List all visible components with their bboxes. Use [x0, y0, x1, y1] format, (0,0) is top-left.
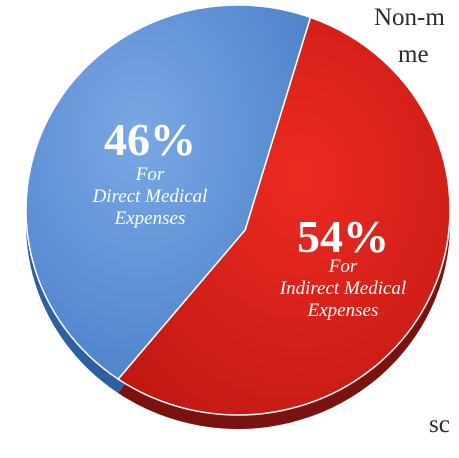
pie-slice-direct — [25, 4, 312, 381]
slice-percent-indirect: 54% — [297, 211, 389, 262]
page-text-line-3: sc — [429, 411, 450, 438]
slice-caption-direct-line-1: For — [135, 164, 165, 185]
pie-slice-indirect — [117, 16, 451, 416]
page-text-line-2: me — [398, 41, 429, 68]
slice-caption-indirect-line-1: For — [328, 256, 358, 277]
slice-caption-indirect-line-3: Expenses — [307, 300, 379, 321]
slice-percent-direct: 46% — [104, 114, 196, 165]
slice-caption-direct-line-3: Expenses — [114, 208, 186, 229]
slice-label-direct: 46% For Direct Medical Expenses — [92, 114, 208, 229]
slice-caption-direct-line-2: Direct Medical — [92, 186, 208, 207]
pie-slices — [25, 4, 451, 416]
page-text-line-1: Non-m — [374, 4, 445, 31]
slice-label-indirect: 54% For Indirect Medical Expenses — [279, 211, 406, 321]
slice-caption-indirect-line-2: Indirect Medical — [279, 278, 406, 299]
